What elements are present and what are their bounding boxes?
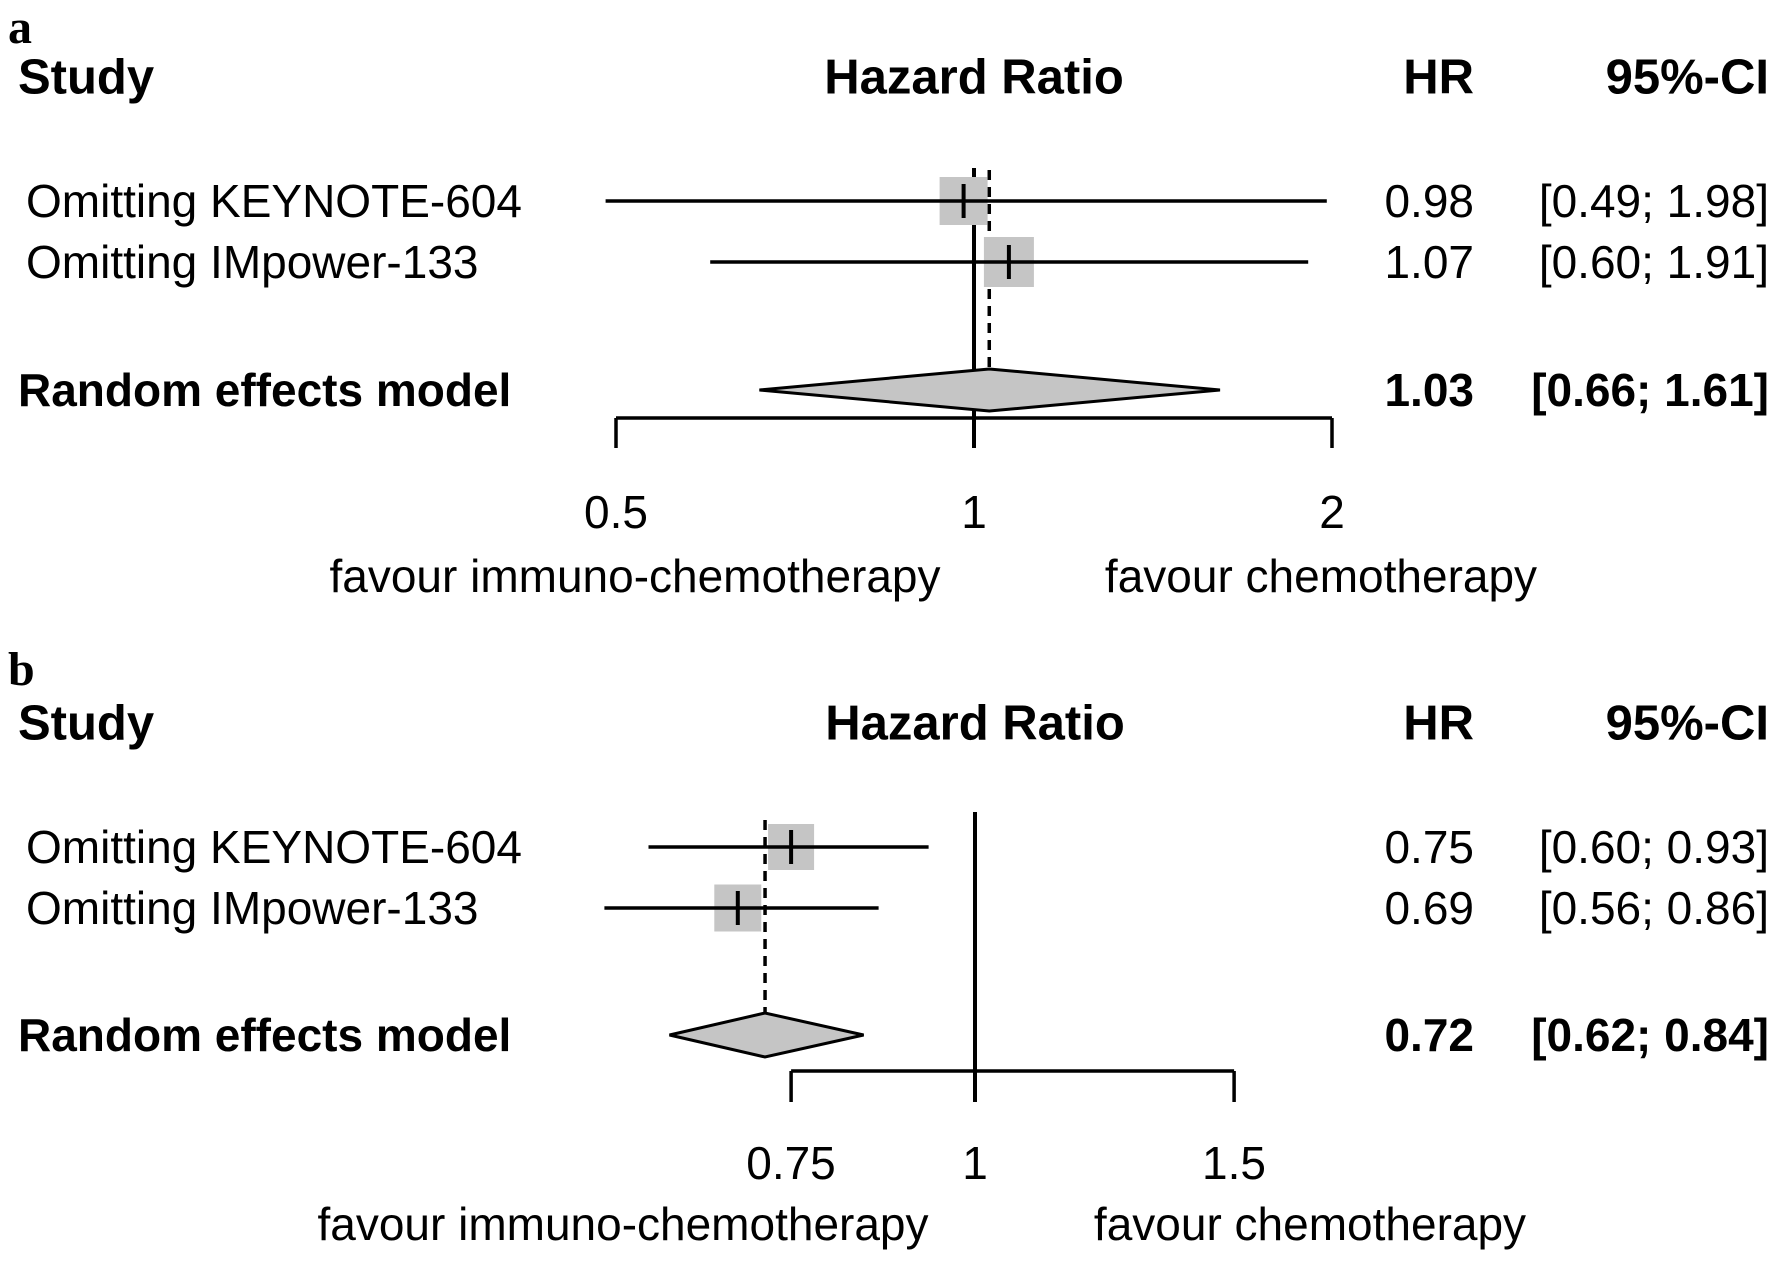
ci-value: [0.60; 0.93] xyxy=(1538,821,1769,873)
ci-column-header: 95%-CI xyxy=(1605,50,1769,105)
x-axis-tick-label: 1 xyxy=(961,486,987,538)
summary-row-label: Random effects model xyxy=(18,364,512,416)
study-row-label: Omitting KEYNOTE-604 xyxy=(26,175,522,227)
x-axis-tick-label: 1.5 xyxy=(1202,1137,1266,1189)
ci-value: [0.56; 0.86] xyxy=(1538,882,1769,934)
summary-hr-value: 1.03 xyxy=(1384,364,1474,416)
summary-diamond xyxy=(759,367,1221,413)
study-row-label: Omitting IMpower-133 xyxy=(26,882,479,934)
ci-column-header: 95%-CI xyxy=(1605,696,1769,751)
hr-column-header: HR xyxy=(1403,696,1474,751)
summary-hr-value: 0.72 xyxy=(1384,1009,1474,1061)
hr-value: 0.98 xyxy=(1384,175,1474,227)
ci-value: [0.49; 1.98] xyxy=(1538,175,1769,227)
panel-a-label: a xyxy=(8,1,32,54)
hr-column-header: HR xyxy=(1403,50,1474,105)
hr-value: 0.69 xyxy=(1384,882,1474,934)
hazard-ratio-column-header: Hazard Ratio xyxy=(825,696,1125,751)
favour-left-label: favour immuno-chemotherapy xyxy=(329,550,941,602)
hr-value: 1.07 xyxy=(1384,236,1474,288)
favour-right-label: favour chemotherapy xyxy=(1104,550,1538,602)
favour-left-label: favour immuno-chemotherapy xyxy=(317,1198,929,1250)
summary-ci-value: [0.66; 1.61] xyxy=(1531,364,1769,416)
summary-row-label: Random effects model xyxy=(18,1009,512,1061)
summary-diamond xyxy=(669,1011,864,1059)
study-column-header: Study xyxy=(18,696,155,751)
hazard-ratio-column-header: Hazard Ratio xyxy=(824,50,1124,105)
x-axis-tick-label: 0.5 xyxy=(584,486,648,538)
ci-value: [0.60; 1.91] xyxy=(1538,236,1769,288)
hr-value: 0.75 xyxy=(1384,821,1474,873)
favour-right-label: favour chemotherapy xyxy=(1093,1198,1527,1250)
summary-ci-value: [0.62; 0.84] xyxy=(1531,1009,1769,1061)
x-axis-tick-label: 1 xyxy=(962,1137,988,1189)
study-row-label: Omitting IMpower-133 xyxy=(26,236,479,288)
study-row-label: Omitting KEYNOTE-604 xyxy=(26,821,522,873)
x-axis-tick-label: 2 xyxy=(1319,486,1345,538)
x-axis-tick-label: 0.75 xyxy=(746,1137,836,1189)
study-column-header: Study xyxy=(18,50,155,105)
panel-b-label: b xyxy=(8,643,35,696)
